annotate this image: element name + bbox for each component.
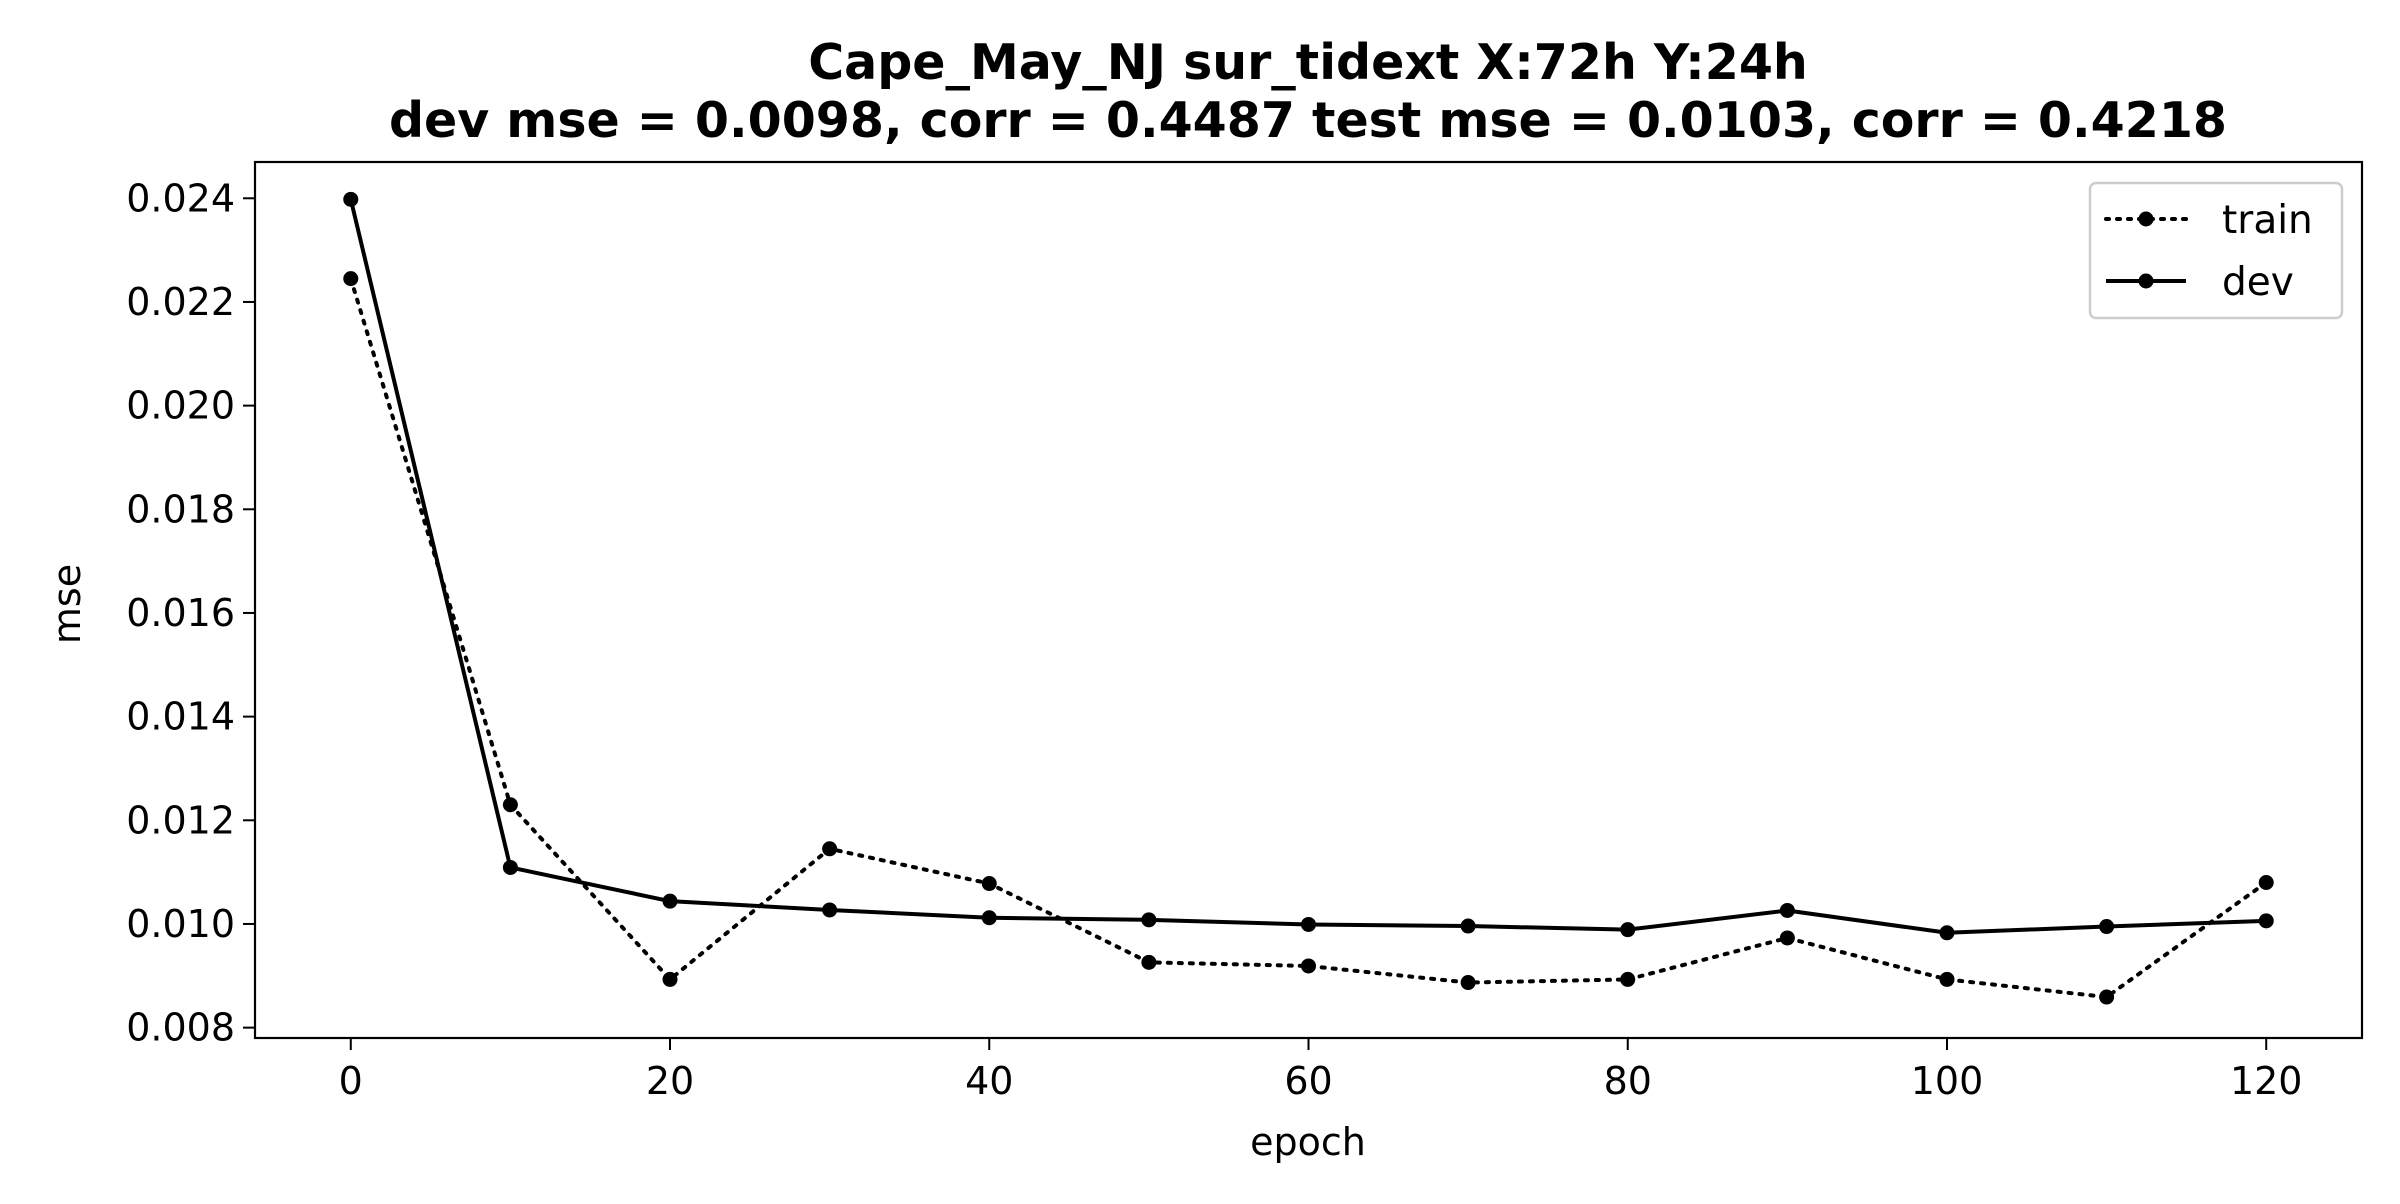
data-point-train — [1141, 954, 1157, 970]
data-point-dev — [1779, 902, 1795, 918]
data-point-train — [1779, 930, 1795, 946]
data-point-train — [2099, 989, 2115, 1005]
y-axis-label: mse — [45, 564, 89, 644]
x-tick-label: 80 — [1604, 1059, 1652, 1103]
data-point-dev — [1301, 916, 1316, 932]
data-point-dev — [822, 902, 838, 918]
data-point-dev — [981, 910, 997, 926]
legend-label-dev: dev — [2222, 260, 2294, 305]
data-point-dev — [502, 859, 518, 875]
data-point-dev — [1620, 922, 1636, 938]
chart-subtitle: dev mse = 0.0098, corr = 0.4487 test mse… — [389, 92, 2227, 149]
legend: train dev — [2088, 181, 2344, 320]
x-tick-label: 20 — [646, 1059, 694, 1103]
y-tick-label: 0.014 — [126, 695, 235, 739]
data-point-train — [502, 797, 518, 813]
y-tick-label: 0.008 — [126, 1006, 235, 1050]
data-point-train — [1301, 958, 1316, 974]
data-point-dev — [343, 191, 359, 207]
y-tick-label: 0.024 — [126, 176, 235, 220]
data-point-train — [343, 271, 359, 287]
x-tick-label: 120 — [2230, 1059, 2303, 1103]
data-point-dev — [1939, 925, 1955, 941]
plot-area: 0 20 40 60 80 100 120 0.008 0.010 0.012 0.014 0.016… — [126, 160, 2364, 1103]
series-line-dev — [348, 198, 2267, 935]
data-point-dev — [1460, 918, 1476, 934]
x-tick-label: 0 — [339, 1059, 363, 1103]
x-tick-label: 100 — [1911, 1059, 1984, 1103]
data-point-train — [1939, 971, 1955, 987]
plot-frame — [253, 160, 2364, 1040]
data-point-train — [1460, 975, 1476, 991]
legend-marker-dev — [2138, 273, 2154, 289]
y-tick-label: 0.016 — [126, 591, 235, 635]
data-point-train — [1620, 971, 1636, 987]
legend-marker-train — [2138, 211, 2154, 227]
data-point-dev — [1141, 912, 1157, 928]
data-point-train — [662, 971, 678, 987]
legend-label-train: train — [2222, 198, 2313, 243]
chart-title: Cape_May_NJ sur_tidext X:72h Y:24h — [808, 34, 1808, 91]
y-tick-label: 0.022 — [126, 280, 235, 324]
data-point-dev — [662, 893, 678, 909]
y-tick-label: 0.018 — [126, 487, 235, 531]
y-tick-label: 0.012 — [126, 798, 235, 842]
y-tick-label: 0.010 — [126, 902, 235, 946]
y-tick-label: 0.020 — [126, 384, 235, 428]
data-point-dev — [2258, 913, 2274, 929]
x-tick-label: 40 — [965, 1059, 1013, 1103]
series-line-train — [348, 276, 2269, 1000]
data-point-train — [822, 841, 838, 857]
data-point-dev — [2099, 919, 2115, 935]
data-point-train — [2258, 874, 2274, 890]
x-tick-label: 60 — [1284, 1059, 1332, 1103]
x-axis-label: epoch — [1250, 1120, 1366, 1164]
data-point-train — [981, 876, 997, 892]
